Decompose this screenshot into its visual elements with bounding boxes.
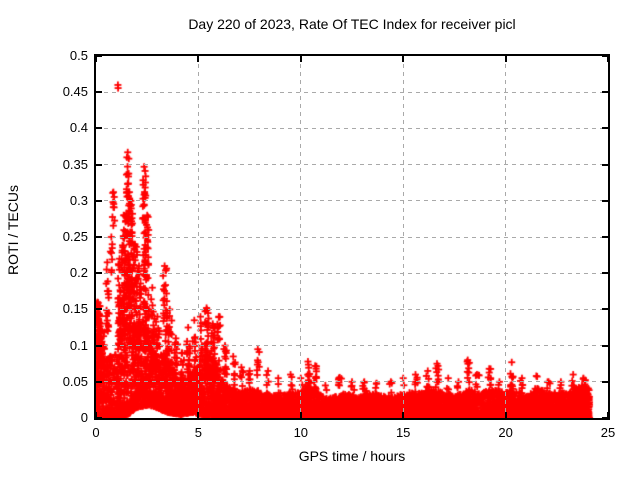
y-tick-mark bbox=[602, 417, 608, 419]
y-tick-mark bbox=[602, 199, 608, 202]
y-tick-mark bbox=[602, 272, 608, 275]
x-tick-label: 5 bbox=[194, 425, 203, 440]
y-tick-mark bbox=[602, 55, 608, 57]
h-gridline bbox=[96, 308, 608, 310]
h-gridline bbox=[96, 91, 608, 93]
y-tick-label: 0.5 bbox=[69, 48, 88, 63]
y-tick-mark bbox=[602, 163, 608, 166]
y-tick-mark bbox=[602, 344, 608, 347]
y-tick-label: 0.3 bbox=[69, 192, 88, 208]
x-tick-mark bbox=[504, 412, 507, 418]
y-tick-label: 0.15 bbox=[62, 301, 88, 317]
y-axis-label: ROTI / TECUs bbox=[5, 185, 21, 275]
x-tick-mark bbox=[299, 56, 302, 62]
y-tick-label: 0.2 bbox=[69, 265, 88, 281]
x-tick-mark bbox=[197, 56, 200, 62]
h-gridline bbox=[96, 272, 608, 274]
y-tick-mark bbox=[96, 127, 102, 130]
y-tick-mark bbox=[96, 272, 102, 275]
x-tick-mark bbox=[607, 412, 609, 418]
v-gridline bbox=[505, 56, 507, 418]
y-tick-mark bbox=[602, 308, 608, 311]
v-gridline bbox=[300, 56, 302, 418]
x-tick-label: 0 bbox=[92, 425, 100, 440]
y-tick-label: 0.25 bbox=[62, 229, 88, 244]
y-tick-mark bbox=[96, 163, 102, 166]
x-tick-label: 20 bbox=[498, 425, 513, 440]
y-tick-mark bbox=[602, 236, 608, 238]
x-tick-mark bbox=[95, 412, 97, 418]
h-gridline bbox=[96, 236, 608, 238]
y-tick-mark bbox=[602, 127, 608, 130]
plot-area bbox=[94, 54, 610, 420]
v-gridline bbox=[402, 56, 404, 418]
h-gridline bbox=[96, 164, 608, 166]
y-tick-mark bbox=[96, 380, 102, 383]
y-tick-label: 0.1 bbox=[69, 337, 88, 353]
h-gridline bbox=[96, 381, 608, 383]
x-axis-label: GPS time / hours bbox=[298, 448, 406, 464]
y-tick-mark bbox=[96, 308, 102, 311]
y-tick-label: 0.05 bbox=[62, 373, 88, 389]
x-tick-mark bbox=[504, 56, 507, 62]
y-tick-mark bbox=[602, 380, 608, 383]
y-tick-label: 0 bbox=[80, 410, 88, 425]
y-tick-mark bbox=[96, 199, 102, 202]
y-tick-mark bbox=[602, 91, 608, 94]
y-tick-mark bbox=[96, 417, 102, 419]
y-tick-mark bbox=[96, 344, 102, 347]
v-gridline bbox=[197, 56, 199, 418]
x-tick-mark bbox=[607, 56, 609, 62]
y-tick-mark bbox=[96, 91, 102, 94]
y-tick-label: 0.35 bbox=[62, 156, 88, 172]
h-gridline bbox=[96, 200, 608, 202]
x-tick-mark bbox=[402, 56, 405, 62]
chart-title: Day 220 of 2023, Rate Of TEC Index for r… bbox=[188, 16, 516, 32]
x-tick-label: 15 bbox=[395, 425, 411, 440]
x-tick-mark bbox=[197, 412, 200, 418]
y-tick-mark bbox=[96, 236, 102, 238]
x-tick-mark bbox=[95, 56, 97, 62]
x-tick-mark bbox=[299, 412, 302, 418]
h-gridline bbox=[96, 345, 608, 347]
x-tick-label: 25 bbox=[600, 425, 616, 440]
x-tick-label: 10 bbox=[293, 425, 309, 440]
y-tick-label: 0.45 bbox=[62, 84, 88, 100]
x-tick-mark bbox=[402, 412, 405, 418]
h-gridline bbox=[96, 127, 608, 129]
y-tick-label: 0.4 bbox=[69, 120, 88, 136]
y-tick-mark bbox=[96, 55, 102, 57]
